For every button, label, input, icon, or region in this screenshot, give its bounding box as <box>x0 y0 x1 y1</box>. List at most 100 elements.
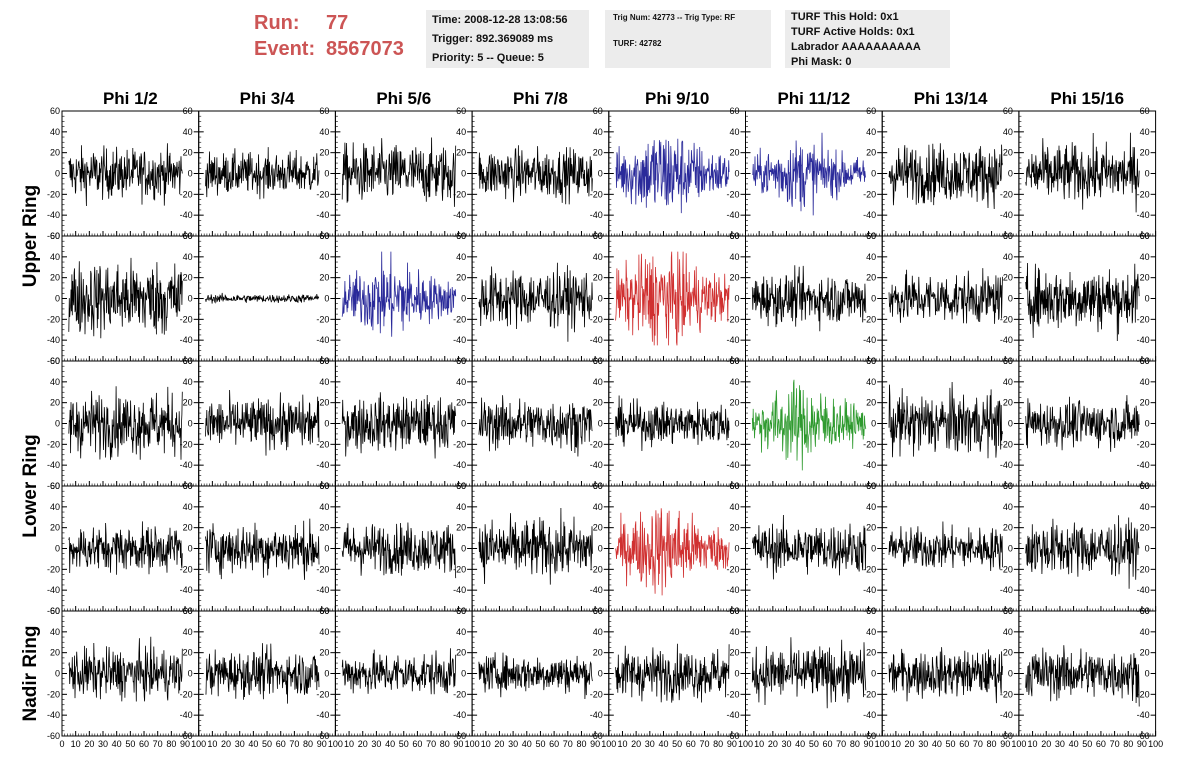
y-tick-label: 60 <box>1140 356 1150 366</box>
y-tick-label: 20 <box>319 398 329 408</box>
y-tick-label: 0 <box>1008 419 1013 429</box>
column-label: Phi 15/16 <box>1050 89 1124 108</box>
x-tick-label: 20 <box>358 739 368 749</box>
y-tick-label: -40 <box>863 210 876 220</box>
y-tick-label: 0 <box>598 544 603 554</box>
y-tick-label: 20 <box>866 148 876 158</box>
y-tick-label: 0 <box>1145 294 1150 304</box>
turf-active-holds-text: TURF Active Holds: 0x1 <box>791 26 915 38</box>
y-tick-label: -40 <box>180 460 193 470</box>
x-tick-label: 100 <box>328 739 343 749</box>
y-tick-label: -40 <box>316 210 329 220</box>
waveform-line <box>341 522 457 579</box>
y-tick-label: -40 <box>1137 710 1150 720</box>
x-tick-label: 100 <box>465 739 480 749</box>
y-tick-label: -60 <box>47 231 60 241</box>
y-tick-label: -20 <box>316 314 329 324</box>
y-tick-label: 40 <box>319 377 329 387</box>
y-tick-label: -40 <box>316 460 329 470</box>
x-tick-label: 80 <box>987 739 997 749</box>
y-tick-label: -20 <box>1137 689 1150 699</box>
y-tick-label: 60 <box>729 356 739 366</box>
y-tick-label: -40 <box>453 585 466 595</box>
waveform-line <box>615 643 730 703</box>
waveform-line <box>68 521 183 575</box>
y-tick-label: 20 <box>456 523 466 533</box>
y-tick-label: -40 <box>1137 460 1150 470</box>
y-tick-label: 0 <box>324 169 329 179</box>
y-tick-label: 40 <box>593 252 603 262</box>
waveform-line <box>478 652 593 700</box>
waveform-line <box>205 389 320 456</box>
waveform-line <box>205 643 320 704</box>
y-tick-label: 60 <box>456 231 466 241</box>
x-tick-label: 30 <box>98 739 108 749</box>
y-tick-label: -20 <box>1137 439 1150 449</box>
x-tick-label: 100 <box>1011 739 1026 749</box>
waveform-line <box>1025 262 1140 342</box>
y-tick-label: 60 <box>1140 606 1150 616</box>
y-tick-label: 0 <box>734 544 739 554</box>
y-tick-label: 0 <box>598 419 603 429</box>
y-tick-label: 40 <box>1003 377 1013 387</box>
y-tick-label: 40 <box>183 127 193 137</box>
x-tick-label: 60 <box>686 739 696 749</box>
phi-mask-text: Phi Mask: 0 <box>791 56 852 68</box>
y-tick-label: 20 <box>50 648 60 658</box>
y-tick-label: 40 <box>50 252 60 262</box>
waveform-line <box>751 637 867 709</box>
run-value: 77 <box>326 12 349 34</box>
event-label: Event: <box>254 38 316 60</box>
y-tick-label: 20 <box>866 273 876 283</box>
waveform-line <box>341 648 457 695</box>
y-tick-label: -20 <box>590 314 603 324</box>
y-tick-label: 40 <box>183 502 193 512</box>
x-tick-label: 20 <box>84 739 94 749</box>
y-tick-label: -20 <box>726 689 739 699</box>
y-tick-label: -20 <box>453 564 466 574</box>
y-tick-label: 60 <box>593 106 603 116</box>
x-tick-label: 50 <box>809 739 819 749</box>
y-tick-label: -20 <box>863 439 876 449</box>
y-tick-label: 60 <box>183 606 193 616</box>
column-label: Phi 9/10 <box>645 89 709 108</box>
y-tick-label: 0 <box>1008 169 1013 179</box>
x-tick-label: 40 <box>248 739 258 749</box>
y-tick-label: 60 <box>319 231 329 241</box>
y-tick-label: 0 <box>1008 669 1013 679</box>
x-tick-label: 100 <box>601 739 616 749</box>
x-tick-label: 40 <box>658 739 668 749</box>
y-tick-label: 0 <box>734 419 739 429</box>
waveform-line <box>888 647 1003 704</box>
y-tick-label: 40 <box>729 502 739 512</box>
trig-info-box: Trig Num: 42773 -- Trig Type: RF TURF: 4… <box>605 10 771 68</box>
y-tick-label: 0 <box>188 419 193 429</box>
waveform-line <box>1025 515 1140 589</box>
waveform-line <box>752 132 867 216</box>
x-tick-label: 40 <box>795 739 805 749</box>
x-tick-label: 40 <box>112 739 122 749</box>
waveform-line <box>68 143 183 207</box>
y-tick-label: -40 <box>180 210 193 220</box>
x-tick-label: 30 <box>371 739 381 749</box>
x-tick-label: 10 <box>617 739 627 749</box>
x-tick-label: 100 <box>1148 739 1163 749</box>
y-tick-label: 0 <box>734 169 739 179</box>
y-tick-label: 0 <box>324 544 329 554</box>
y-tick-label: 40 <box>1140 627 1150 637</box>
y-tick-label: 0 <box>1008 544 1013 554</box>
waveform-line <box>1025 645 1140 707</box>
waveform-line <box>888 143 1003 210</box>
y-tick-label: -40 <box>726 335 739 345</box>
y-tick-label: 20 <box>593 148 603 158</box>
y-tick-label: 60 <box>593 481 603 491</box>
y-tick-label: 0 <box>55 294 60 304</box>
column-label: Phi 3/4 <box>240 89 295 108</box>
y-tick-label: 20 <box>183 273 193 283</box>
y-tick-label: 60 <box>183 106 193 116</box>
y-tick-label: 20 <box>1003 273 1013 283</box>
y-tick-label: 40 <box>183 627 193 637</box>
y-tick-label: -20 <box>453 314 466 324</box>
y-tick-label: 60 <box>1003 356 1013 366</box>
y-tick-label: 40 <box>50 627 60 637</box>
